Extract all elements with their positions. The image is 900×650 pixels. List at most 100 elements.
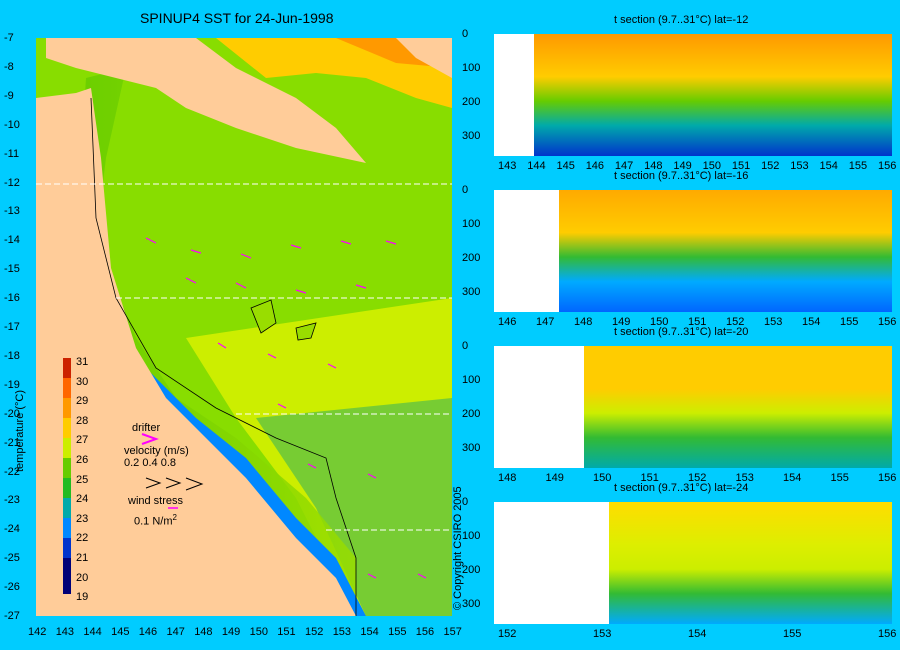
- colorbar-tick-label: 27: [76, 434, 89, 447]
- lon-tick-label: 150: [593, 472, 612, 484]
- lon-tick-label: 152: [688, 472, 707, 484]
- section-title: t section (9.7..31°C) lat=-16: [614, 170, 749, 182]
- colorbar-tick-label: 22: [76, 532, 89, 545]
- depth-tick-label: 300: [462, 442, 481, 454]
- depth-tick-label: 300: [462, 598, 481, 610]
- depth-tick-label: 0: [462, 184, 469, 196]
- depth-tick-label: 200: [462, 564, 481, 576]
- lon-tick-label: 153: [593, 628, 612, 640]
- colorbar-tick-label: 21: [76, 552, 89, 564]
- lon-tick-label: 149: [545, 472, 564, 484]
- lat-tick-label: -23: [4, 494, 20, 507]
- lon-tick-label: 150: [249, 626, 268, 638]
- lon-tick-label: 151: [688, 316, 707, 328]
- lon-tick-label: 148: [644, 160, 663, 172]
- drifter-arrows: [145, 237, 427, 579]
- depth-tick-label: 100: [462, 218, 481, 230]
- lon-tick-label: 151: [640, 472, 659, 484]
- lat-tick-label: -12: [4, 176, 20, 189]
- lon-tick-label: 148: [498, 472, 517, 484]
- colorbar: [63, 358, 71, 594]
- depth-tick-label: 100: [462, 374, 481, 386]
- lat-tick-label: -24: [4, 523, 20, 536]
- lon-tick-label: 155: [848, 160, 868, 172]
- lon-tick-label: 156: [878, 316, 897, 328]
- new-guinea-land: [46, 38, 366, 163]
- colorbar-tick-label: 26: [76, 454, 89, 466]
- lat-tick-label: -10: [4, 118, 20, 131]
- lat-tick-label: -27: [4, 610, 20, 622]
- lat-tick-label: -20: [4, 407, 20, 420]
- lon-tick-label: 154: [360, 626, 379, 638]
- lat-tick-label: -7: [4, 32, 14, 44]
- lon-tick-label: 149: [673, 160, 692, 172]
- colorbar-tick-label: 19: [76, 591, 89, 604]
- drifter-legend-icon: [141, 433, 159, 445]
- lon-tick-label: 150: [702, 160, 721, 172]
- lon-tick-label: 151: [731, 160, 751, 172]
- velocity-label: velocity (m/s): [124, 445, 189, 457]
- lat-tick-label: -15: [4, 263, 20, 276]
- lat-tick-label: -8: [4, 60, 14, 73]
- lat-tick-label: -19: [4, 378, 20, 391]
- lon-tick-label: 155: [783, 628, 802, 640]
- depth-tick-label: 0: [462, 28, 469, 40]
- lon-tick-label: 148: [194, 626, 213, 638]
- lat-tick-label: -11: [4, 147, 20, 160]
- lon-tick-label: 153: [332, 626, 352, 638]
- section-title: t section (9.7..31°C) lat=-20: [614, 326, 749, 338]
- section-plot: [494, 190, 892, 312]
- lon-tick-label: 152: [305, 626, 324, 638]
- section-title: t section (9.7..31°C) lat=-24: [614, 482, 749, 494]
- lon-tick-label: 146: [585, 160, 605, 172]
- depth-tick-label: 300: [462, 130, 481, 142]
- lat-tick-label: -16: [4, 292, 20, 305]
- lon-tick-label: 156: [878, 160, 897, 172]
- lon-tick-label: 153: [790, 160, 809, 172]
- velocity-legend-icon: [145, 477, 204, 491]
- lon-tick-label: 147: [536, 316, 555, 328]
- lon-tick-label: 156: [878, 628, 897, 640]
- depth-tick-label: 300: [462, 286, 481, 298]
- colorbar-tick-label: 29: [76, 395, 89, 408]
- lon-tick-label: 152: [761, 160, 780, 172]
- depth-tick-label: 100: [462, 62, 481, 74]
- lon-tick-label: 151: [277, 626, 296, 638]
- depth-tick-label: 200: [462, 252, 481, 264]
- lat-tick-label: -22: [4, 465, 20, 478]
- lon-tick-label: 156: [415, 626, 435, 638]
- lon-tick-label: 153: [735, 472, 754, 484]
- lon-tick-label: 149: [221, 626, 241, 638]
- lon-tick-label: 150: [650, 316, 669, 328]
- lon-tick-label: 143: [498, 160, 517, 172]
- colorbar-tick-label: 28: [76, 414, 89, 427]
- lat-tick-label: -25: [4, 552, 20, 565]
- lat-tick-label: -26: [4, 581, 20, 594]
- lon-tick-label: 154: [802, 316, 821, 328]
- colorbar-tick-label: 25: [76, 473, 89, 486]
- lon-tick-label: 154: [688, 628, 707, 640]
- lon-tick-label: 145: [111, 626, 130, 638]
- colorbar-tick-label: 31: [76, 356, 89, 368]
- lat-tick-label: -18: [4, 349, 20, 362]
- bathymetry-mask: [494, 34, 534, 156]
- lon-tick-label: 142: [28, 626, 47, 638]
- colorbar-tick-label: 23: [76, 512, 89, 525]
- sst-map: [36, 38, 452, 616]
- depth-tick-label: 100: [462, 530, 481, 542]
- depth-tick-label: 200: [462, 408, 481, 420]
- lon-tick-label: 143: [55, 626, 75, 638]
- lon-tick-label: 152: [726, 316, 745, 328]
- colorbar-tick-label: 30: [76, 375, 89, 388]
- lon-tick-label: 155: [830, 472, 849, 484]
- lon-tick-label: 155: [840, 316, 859, 328]
- colorbar-tick-label: 24: [76, 493, 89, 506]
- lat-tick-label: -14: [4, 234, 20, 247]
- bathymetry-mask: [494, 346, 584, 468]
- lon-tick-label: 147: [614, 160, 634, 172]
- australia-land: [36, 88, 356, 616]
- depth-tick-label: 0: [462, 496, 469, 508]
- depth-tick-label: 0: [462, 340, 469, 352]
- drifter-label: drifter: [132, 422, 161, 434]
- wind-stress-label: wind stress: [128, 495, 184, 507]
